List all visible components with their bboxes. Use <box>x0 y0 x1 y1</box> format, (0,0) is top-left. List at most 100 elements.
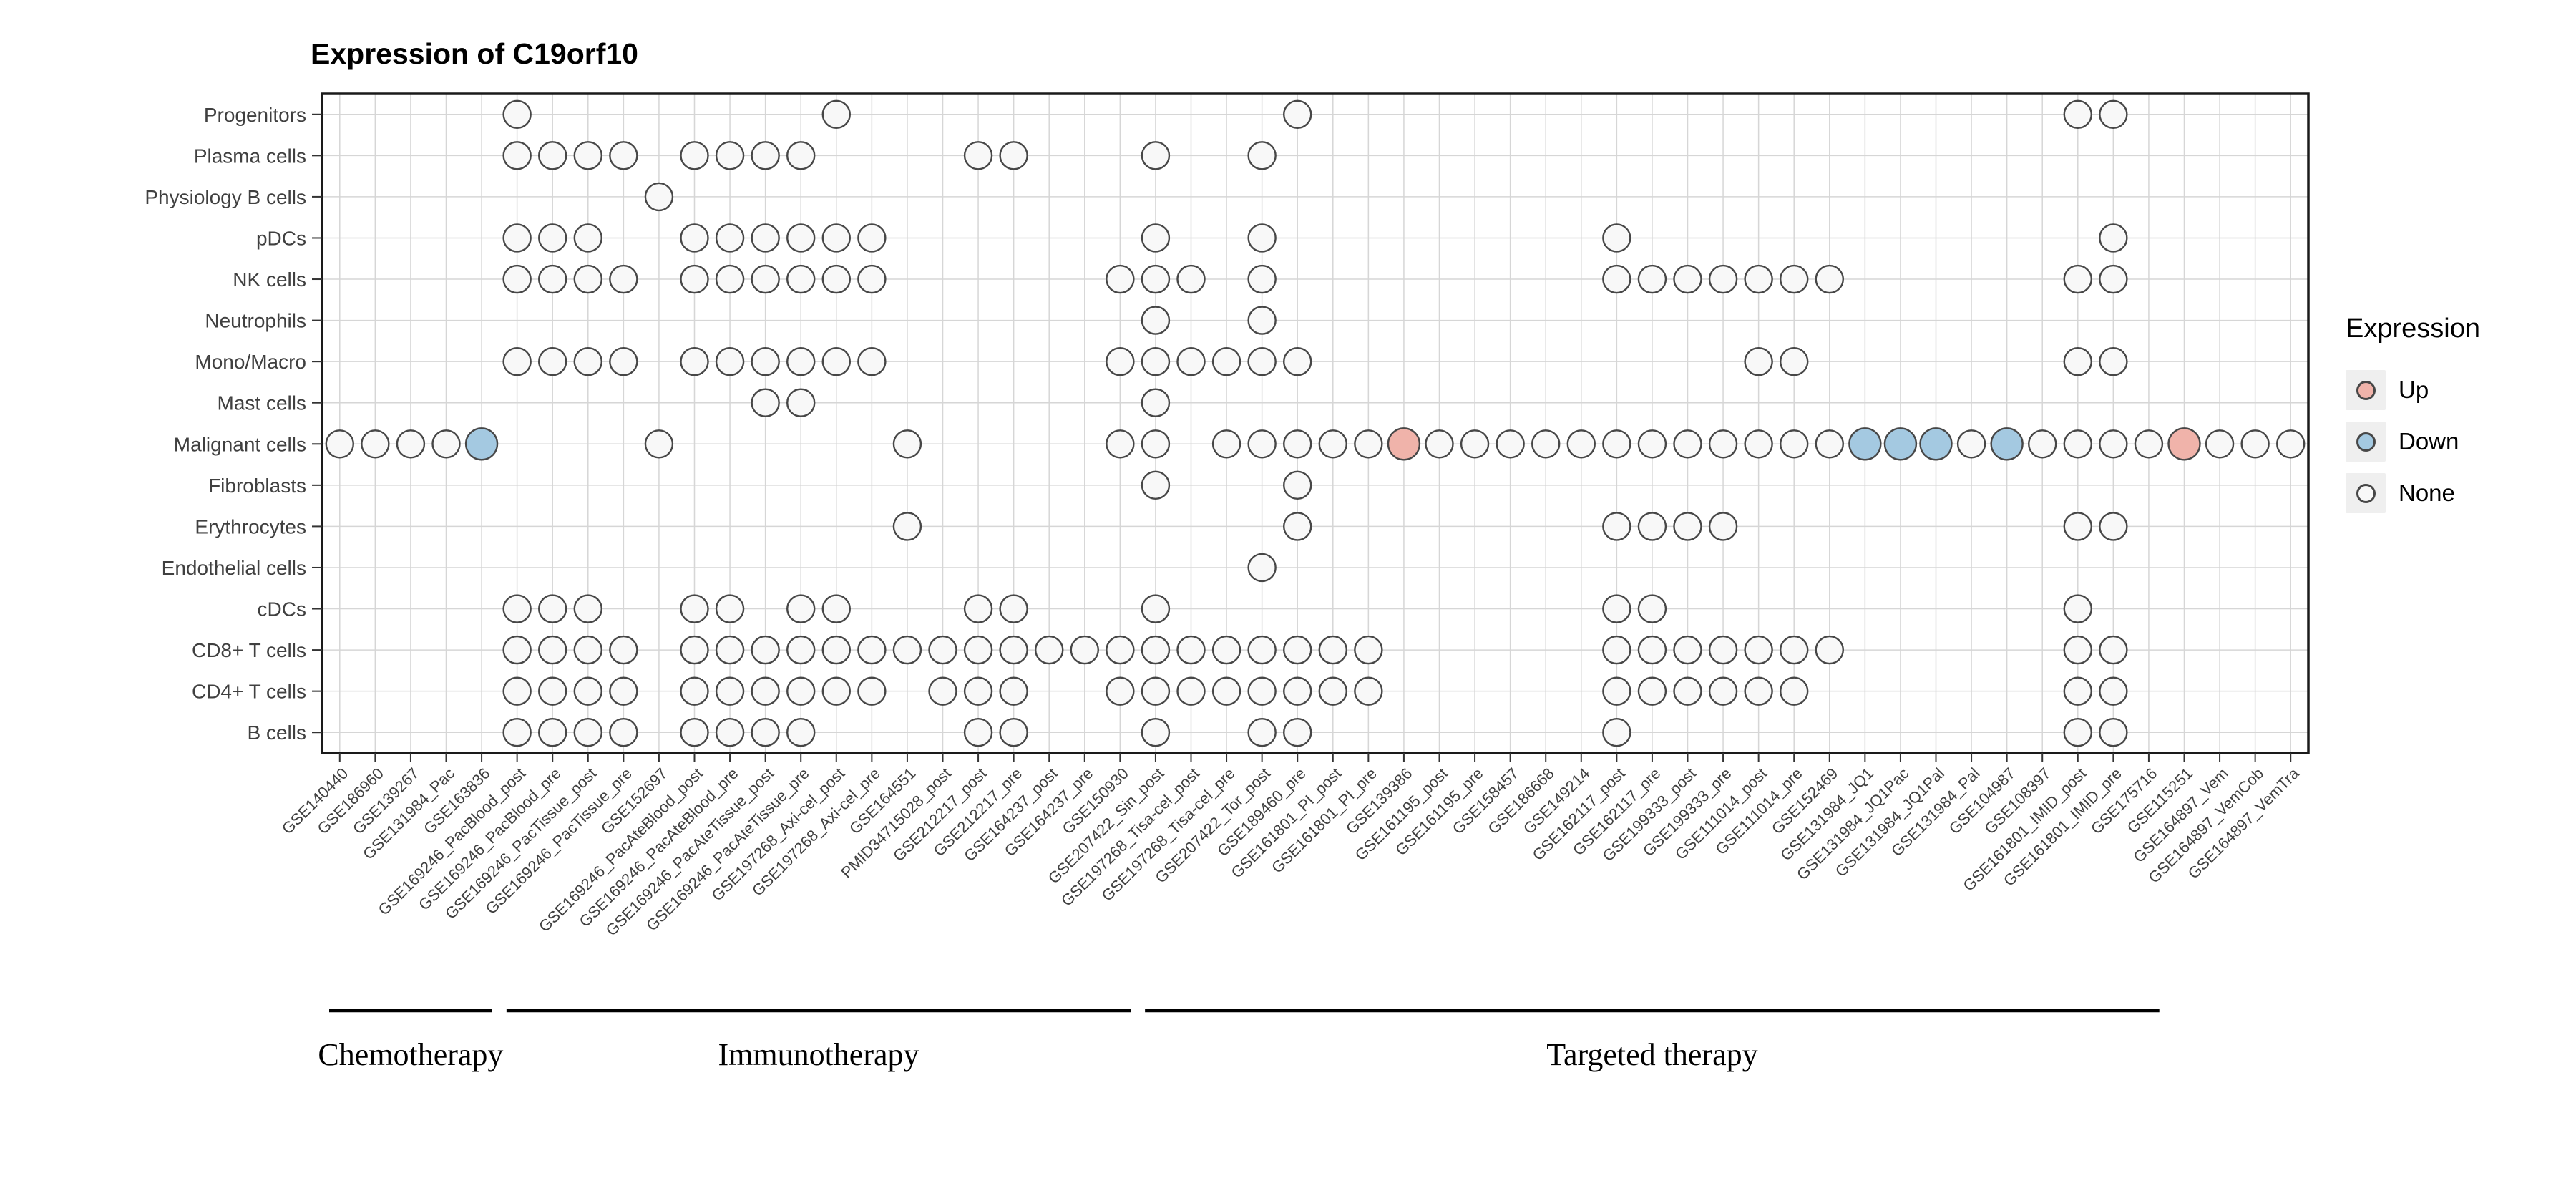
y-axis-label: cDCs <box>258 598 306 621</box>
expression-dot <box>1176 635 1206 665</box>
expression-dot <box>1247 429 1277 459</box>
expression-dot <box>821 223 851 253</box>
expression-dot <box>1708 635 1738 665</box>
y-axis-label: Neutrophils <box>205 310 306 332</box>
expression-dot <box>1141 264 1171 294</box>
expression-dot <box>715 594 745 623</box>
legend-item-up: Up <box>2346 364 2480 416</box>
expression-dot <box>1283 676 1312 706</box>
expression-dot <box>325 429 354 459</box>
expression-dot <box>857 676 887 706</box>
expression-dot <box>1744 635 1773 665</box>
expression-dot <box>2099 676 2128 706</box>
expression-dot <box>751 141 780 170</box>
expression-dot <box>1211 676 1241 706</box>
expression-dot <box>1883 427 1918 461</box>
expression-dot <box>2063 718 2092 747</box>
expression-dot <box>502 676 532 706</box>
expression-dot <box>715 718 745 747</box>
expression-dot <box>857 346 887 376</box>
expression-dot <box>1106 264 1135 294</box>
panel-border <box>321 92 2310 754</box>
expression-dot <box>609 141 638 170</box>
y-axis-label: pDCs <box>256 227 306 249</box>
expression-dot <box>821 264 851 294</box>
expression-dot <box>2063 429 2092 459</box>
therapy-group-label: Targeted therapy <box>1546 1037 1757 1072</box>
expression-dot <box>715 223 745 253</box>
y-axis-label: Physiology B cells <box>145 186 306 208</box>
expression-dot <box>1637 594 1667 623</box>
expression-dot <box>2099 718 2128 747</box>
expression-dot <box>1815 635 1844 665</box>
expression-dot <box>1780 429 1809 459</box>
expression-dot <box>1673 429 1702 459</box>
expression-dot <box>1744 676 1773 706</box>
expression-dot <box>609 718 638 747</box>
expression-dot <box>715 346 745 376</box>
expression-dot <box>502 594 532 623</box>
expression-dot <box>1070 635 1099 665</box>
expression-dot <box>1141 388 1171 417</box>
expression-dot <box>786 346 816 376</box>
expression-dot <box>1425 429 1454 459</box>
expression-dot <box>786 388 816 417</box>
expression-dot <box>821 99 851 129</box>
expression-dot <box>680 264 709 294</box>
expression-dot <box>892 429 922 459</box>
expression-dot <box>786 718 816 747</box>
legend-label-none: None <box>2399 480 2455 506</box>
expression-dot <box>1708 512 1738 541</box>
expression-dot <box>786 141 816 170</box>
expression-dot <box>715 264 745 294</box>
expression-dot <box>502 223 532 253</box>
expression-dot <box>2134 429 2164 459</box>
expression-dot <box>1283 99 1312 129</box>
expression-dot <box>1602 429 1631 459</box>
expression-dot <box>1602 718 1631 747</box>
expression-dot <box>538 718 567 747</box>
none-dot-icon <box>2356 483 2376 503</box>
legend-key-none <box>2346 473 2386 513</box>
expression-dot <box>857 223 887 253</box>
expression-dot <box>1637 512 1667 541</box>
expression-dot <box>1247 223 1277 253</box>
expression-dot <box>1637 635 1667 665</box>
expression-dot <box>502 635 532 665</box>
expression-dot <box>751 346 780 376</box>
expression-dot <box>2099 99 2128 129</box>
expression-dot <box>1141 718 1171 747</box>
expression-dot <box>361 429 390 459</box>
expression-dot <box>999 718 1028 747</box>
y-axis-label: Endothelial cells <box>162 557 306 579</box>
expression-dot <box>2099 264 2128 294</box>
expression-dot <box>1780 264 1809 294</box>
expression-dot <box>2240 429 2270 459</box>
down-dot-icon <box>2356 432 2376 452</box>
expression-dot <box>573 141 602 170</box>
expression-dot <box>1283 470 1312 500</box>
expression-dot <box>1602 223 1631 253</box>
chart-title: Expression of C19orf10 <box>311 37 638 70</box>
expression-dot <box>1141 346 1171 376</box>
legend-label-down: Down <box>2399 428 2459 455</box>
expression-dot <box>1673 635 1702 665</box>
expression-dot <box>1637 429 1667 459</box>
expression-dot <box>1318 635 1347 665</box>
expression-dot <box>1673 676 1702 706</box>
expression-dot <box>1211 635 1241 665</box>
expression-dot <box>2063 264 2092 294</box>
expression-dot <box>821 346 851 376</box>
y-axis-label: CD4+ T cells <box>192 681 306 703</box>
legend: Expression Up Down None <box>2346 314 2480 519</box>
expression-dot <box>396 429 426 459</box>
expression-dot <box>857 264 887 294</box>
expression-dot <box>644 182 674 212</box>
expression-dot <box>502 99 532 129</box>
expression-dot <box>573 635 602 665</box>
expression-dot <box>715 676 745 706</box>
expression-dot <box>573 594 602 623</box>
expression-dot <box>502 141 532 170</box>
expression-dot <box>963 676 993 706</box>
